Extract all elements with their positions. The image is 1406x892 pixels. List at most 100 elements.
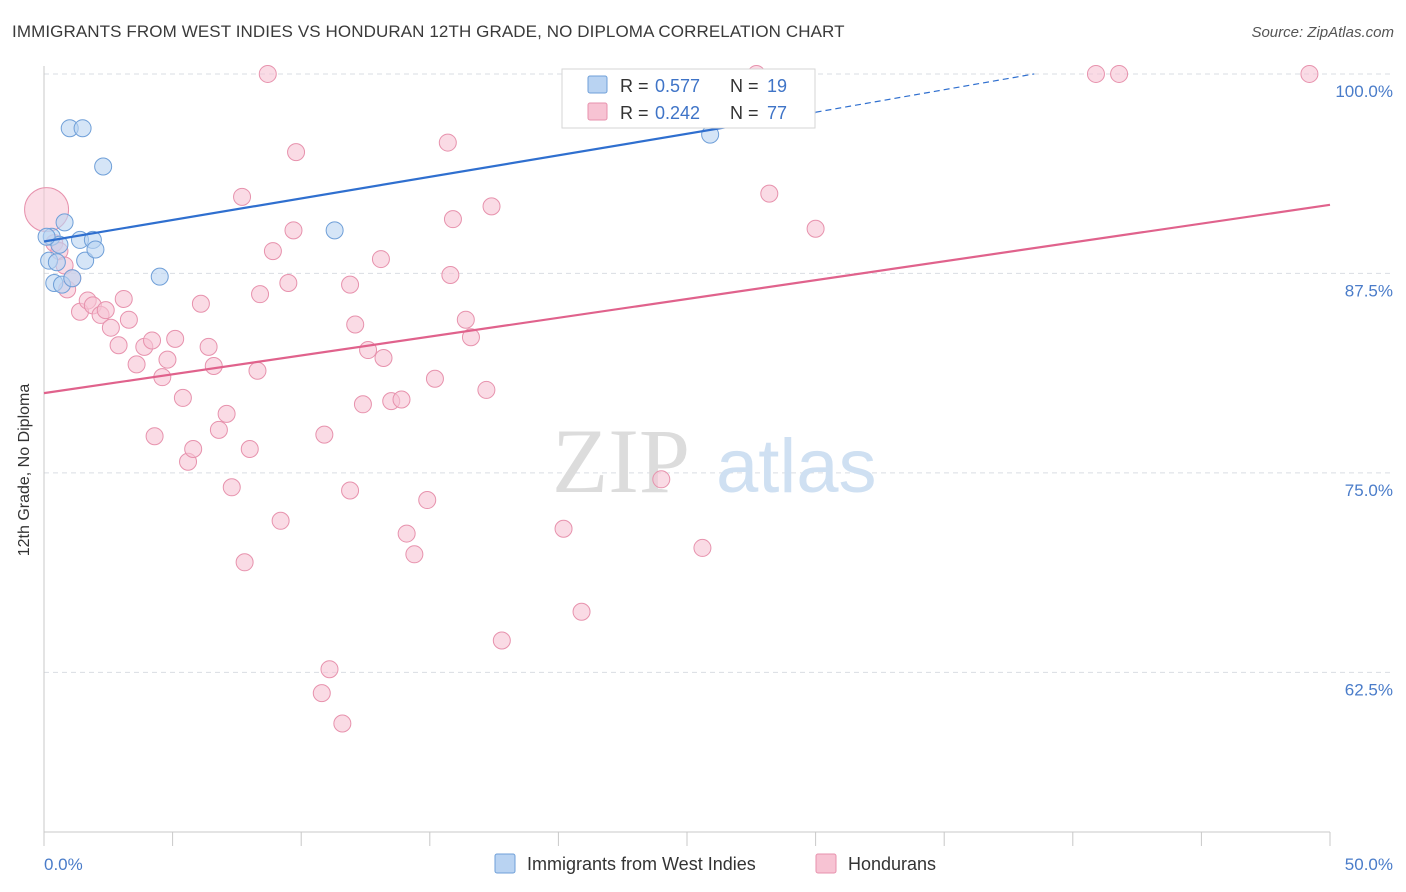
point-hondurans	[353, 395, 372, 414]
point-hondurans	[456, 310, 475, 329]
point-hondurans	[760, 184, 779, 203]
point-hondurans	[166, 329, 185, 348]
point-west-indies	[76, 251, 95, 270]
point-hondurans	[333, 714, 352, 733]
point-hondurans	[418, 491, 437, 510]
point-hondurans	[235, 553, 254, 572]
legend-bottom-swatch-pink	[815, 853, 837, 874]
legend-n-value-1: 19	[767, 76, 787, 96]
point-hondurans	[1300, 64, 1319, 83]
point-hondurans	[143, 331, 162, 350]
point-west-indies	[55, 213, 74, 232]
point-west-indies	[325, 221, 344, 240]
point-hondurans	[114, 289, 133, 308]
point-hondurans	[184, 439, 203, 458]
point-west-indies	[150, 267, 169, 286]
point-west-indies	[94, 157, 113, 176]
point-hondurans	[233, 187, 252, 206]
point-west-indies	[73, 119, 92, 138]
y-tick-label-0: 62.5%	[1345, 680, 1393, 699]
legend-r-label-2: R =	[620, 103, 649, 123]
point-hondurans	[209, 420, 228, 439]
point-hondurans	[492, 631, 511, 650]
point-hondurans	[217, 404, 236, 423]
point-hondurans	[127, 355, 146, 374]
point-hondurans	[374, 349, 393, 368]
chart-title: IMMIGRANTS FROM WEST INDIES VS HONDURAN …	[12, 22, 845, 41]
watermark: ZIP atlas	[552, 410, 877, 512]
point-hondurans	[461, 328, 480, 347]
point-hondurans	[806, 219, 825, 238]
legend-n-label-2: N =	[730, 103, 759, 123]
point-hondurans	[572, 602, 591, 621]
y-tick-label-2: 87.5%	[1345, 281, 1393, 300]
trend-line-west-indies-extension	[815, 73, 1035, 113]
trend-line-west-indies	[43, 111, 816, 243]
point-hondurans	[287, 143, 306, 162]
y-tick-label-3: 100.0%	[1335, 82, 1393, 101]
point-hondurans	[320, 660, 339, 679]
point-hondurans	[279, 274, 298, 293]
point-west-indies	[63, 269, 82, 288]
legend-stats: R = 0.577 N = 19 R = 0.242 N = 77	[561, 68, 816, 129]
legend-swatch-pink	[587, 102, 608, 121]
point-hondurans	[284, 221, 303, 240]
point-hondurans	[554, 519, 573, 538]
point-hondurans	[405, 545, 424, 564]
point-hondurans	[341, 481, 360, 500]
point-hondurans	[346, 315, 365, 334]
tick-labels: 62.5% 75.0% 87.5% 100.0% 0.0% 50.0%	[44, 82, 1393, 874]
chart-source: Source: ZipAtlas.com	[1251, 24, 1394, 41]
point-hondurans	[425, 369, 444, 388]
point-hondurans	[222, 478, 241, 497]
point-hondurans	[693, 538, 712, 557]
point-hondurans	[482, 197, 501, 216]
legend-r-value-1: 0.577	[655, 76, 700, 96]
point-hondurans	[199, 337, 218, 356]
point-hondurans	[240, 439, 259, 458]
watermark-zip: ZIP	[552, 410, 690, 512]
x-tick-label-1: 50.0%	[1345, 855, 1393, 874]
legend-series: Immigrants from West Indies Hondurans	[494, 853, 936, 874]
point-hondurans	[392, 390, 411, 409]
point-west-indies	[86, 240, 105, 259]
point-west-indies	[47, 253, 66, 272]
point-hondurans	[251, 285, 270, 304]
point-hondurans	[438, 133, 457, 152]
point-hondurans	[652, 470, 671, 489]
watermark-atlas: atlas	[716, 424, 877, 509]
legend-swatch-blue	[587, 75, 608, 94]
point-hondurans	[119, 310, 138, 329]
point-hondurans	[258, 64, 277, 83]
point-hondurans	[109, 336, 128, 355]
legend-n-value-2: 77	[767, 103, 787, 123]
legend-n-label-1: N =	[730, 76, 759, 96]
y-tick-label-1: 75.0%	[1345, 481, 1393, 500]
point-hondurans	[173, 388, 192, 407]
point-hondurans	[145, 427, 164, 446]
point-hondurans	[477, 380, 496, 399]
point-hondurans	[96, 301, 115, 320]
legend-r-value-2: 0.242	[655, 103, 700, 123]
legend-bottom-label-blue: Immigrants from West Indies	[527, 854, 756, 874]
point-hondurans	[312, 684, 331, 703]
point-hondurans	[315, 425, 334, 444]
point-hondurans	[248, 361, 267, 380]
legend-bottom-label-pink: Hondurans	[848, 854, 936, 874]
point-hondurans	[271, 511, 290, 530]
point-hondurans	[1110, 64, 1129, 83]
point-hondurans	[263, 242, 282, 261]
legend-bottom-swatch-blue	[494, 853, 516, 874]
point-hondurans	[397, 524, 416, 543]
trend-lines	[43, 73, 1331, 395]
point-hondurans	[1086, 64, 1105, 83]
point-hondurans	[158, 350, 177, 369]
point-hondurans	[341, 275, 360, 294]
legend-r-label-1: R =	[620, 76, 649, 96]
point-hondurans	[371, 250, 390, 269]
series-hondurans	[24, 64, 1319, 733]
point-hondurans	[441, 266, 460, 285]
trend-line-hondurans	[43, 203, 1331, 395]
point-hondurans	[191, 294, 210, 313]
